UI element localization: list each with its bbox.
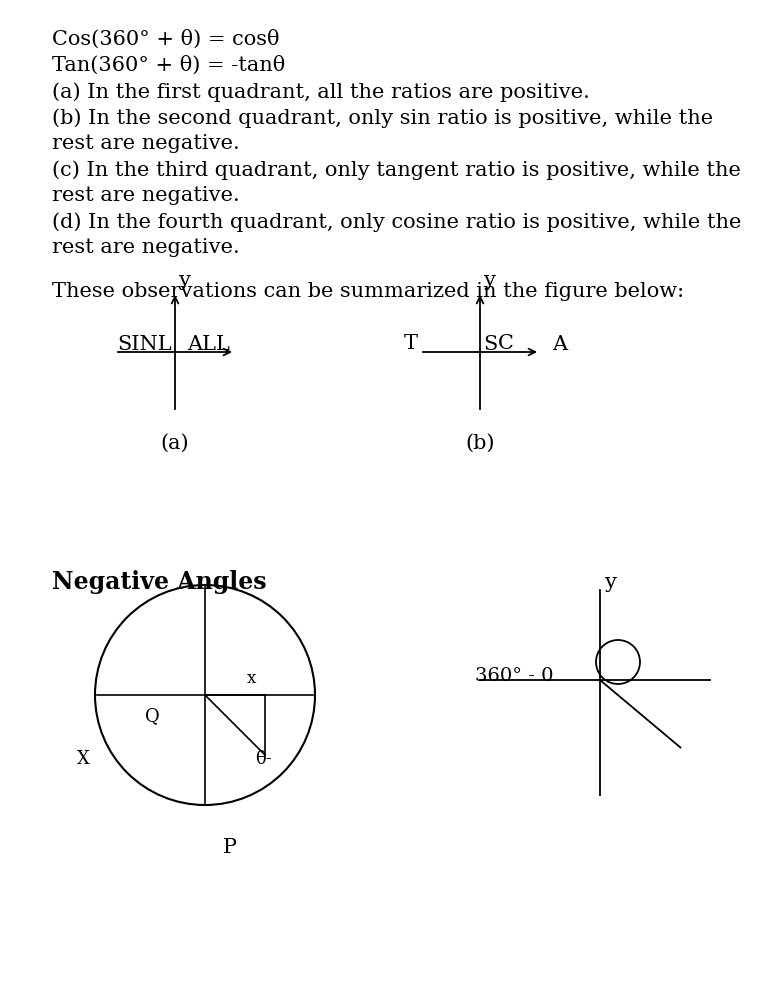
Text: (b): (b): [465, 434, 495, 453]
Text: (c) In the third quadrant, only tangent ratio is positive, while the: (c) In the third quadrant, only tangent …: [52, 160, 741, 180]
Text: These observations can be summarized in the figure below:: These observations can be summarized in …: [52, 282, 684, 301]
Text: SINL: SINL: [117, 335, 171, 354]
Text: y: y: [179, 271, 191, 290]
Text: Negative Angles: Negative Angles: [52, 570, 266, 594]
Text: C: C: [498, 334, 514, 353]
Text: rest are negative.: rest are negative.: [52, 186, 240, 205]
Text: T: T: [404, 334, 418, 353]
Text: rest are negative.: rest are negative.: [52, 238, 240, 257]
Text: ALL: ALL: [187, 335, 230, 354]
Text: x: x: [247, 670, 257, 687]
Text: y: y: [484, 271, 496, 290]
Text: S: S: [483, 335, 497, 354]
Text: y: y: [605, 573, 617, 592]
Text: P: P: [223, 838, 237, 857]
Text: (b) In the second quadrant, only sin ratio is positive, while the: (b) In the second quadrant, only sin rat…: [52, 108, 713, 127]
Text: rest are negative.: rest are negative.: [52, 134, 240, 153]
Text: 360° - 0: 360° - 0: [475, 667, 554, 685]
Text: θ-: θ-: [255, 750, 272, 768]
Text: Cos(360° + θ) = cosθ: Cos(360° + θ) = cosθ: [52, 30, 280, 50]
Text: (a) In the first quadrant, all the ratios are positive.: (a) In the first quadrant, all the ratio…: [52, 82, 590, 101]
Text: Q: Q: [145, 707, 160, 725]
Text: Tan(360° + θ) = -tanθ: Tan(360° + θ) = -tanθ: [52, 56, 285, 76]
Text: (d) In the fourth quadrant, only cosine ratio is positive, while the: (d) In the fourth quadrant, only cosine …: [52, 212, 741, 232]
Text: X: X: [77, 750, 90, 768]
Text: (a): (a): [161, 434, 190, 453]
Text: A: A: [552, 335, 567, 354]
